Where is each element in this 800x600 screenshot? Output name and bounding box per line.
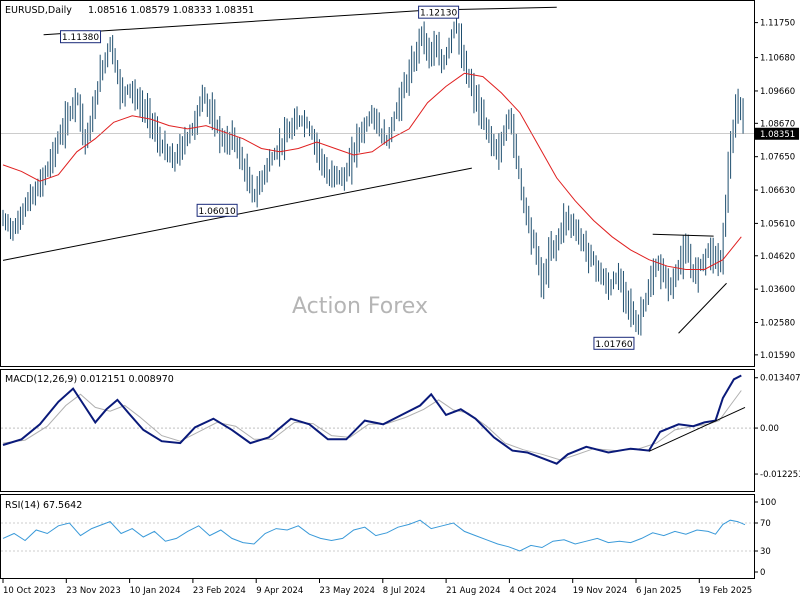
price-tick-label: 1.11750 [760, 19, 795, 29]
price-annotation-label: 1.01760 [595, 340, 632, 350]
trendline [678, 282, 727, 334]
macd-title: MACD(12,26,9) 0.012151 0.008970 [5, 374, 174, 385]
price-tick-label: 1.07650 [760, 153, 795, 163]
chart-ohlc: 1.08516 1.08579 1.08333 1.08351 [88, 5, 254, 16]
macd-tick-label: -0.012253 [760, 470, 800, 480]
rsi-tick-label: 0 [760, 568, 765, 578]
x-tick-label: 10 Jan 2024 [130, 586, 181, 596]
x-tick-label: 4 Oct 2024 [509, 586, 556, 596]
axis-layer: 1.11750 1.10680 1.09660 1.08670 1.07650 1.066… [2, 19, 800, 596]
price-tick-label: 1.10680 [760, 54, 795, 64]
moving-average-line [2, 72, 742, 270]
macd-layer [1, 374, 754, 465]
x-tick-label: 9 Apr 2024 [256, 586, 303, 596]
x-tick-label: 8 Jul 2024 [383, 586, 426, 596]
price-annotation-label: 1.12130 [420, 9, 457, 19]
current-price-box [755, 127, 799, 140]
rsi-layer [1, 519, 754, 552]
price-annotation-box [196, 203, 238, 217]
price-annotation-label: 1.11380 [62, 33, 99, 43]
price-tick-label: 1.05610 [760, 219, 795, 229]
current-price-label: 1.08351 [760, 130, 795, 140]
price-tick-label: 1.09660 [760, 87, 795, 97]
price-annotation-box [593, 336, 635, 350]
rsi-title: RSI(14) 67.5642 [5, 500, 82, 511]
watermark: Action Forex [292, 294, 428, 319]
price-tick-label: 1.08670 [760, 119, 795, 129]
price-tick-label: 1.01590 [760, 351, 795, 361]
price-tick-label: 1.04620 [760, 252, 795, 262]
macd-tick-label: 0.013407 [760, 374, 800, 384]
price-annotation-box [60, 30, 102, 44]
price-layer: 1.11380 1.12130 1.06010 1.01760 [1, 5, 754, 350]
rsi-panel-frame [0, 494, 755, 579]
x-tick-label: 10 Oct 2023 [3, 586, 56, 596]
x-tick-label: 19 Nov 2024 [573, 586, 627, 596]
x-tick-label: 21 Aug 2024 [446, 586, 500, 596]
price-tick-label: 1.02580 [760, 318, 795, 328]
x-tick-label: 23 Nov 2023 [66, 586, 120, 596]
x-tick-label: 23 Feb 2024 [193, 586, 246, 596]
macd-panel-frame [0, 369, 755, 492]
price-annotation-box [418, 5, 460, 19]
price-tick-label: 1.06630 [760, 186, 795, 196]
x-tick-label: 19 Feb 2025 [699, 586, 752, 596]
rsi-tick-label: 30 [760, 547, 771, 557]
x-tick-label: 6 Jan 2025 [636, 586, 682, 596]
macd-line [2, 374, 742, 465]
macd-trendline [648, 406, 746, 452]
rsi-tick-label: 100 [760, 498, 776, 508]
rsi-line [2, 519, 746, 552]
price-tick-label: 1.03600 [760, 285, 795, 295]
trendline [43, 9, 428, 36]
trendline [652, 233, 714, 237]
price-annotation-label: 1.06010 [199, 207, 236, 217]
rsi-tick-label: 70 [760, 519, 771, 529]
macd-tick-label: 0.00 [760, 424, 779, 434]
chart-header: EURUSD,Daily [5, 5, 72, 16]
x-tick-label: 23 May 2024 [320, 586, 375, 596]
